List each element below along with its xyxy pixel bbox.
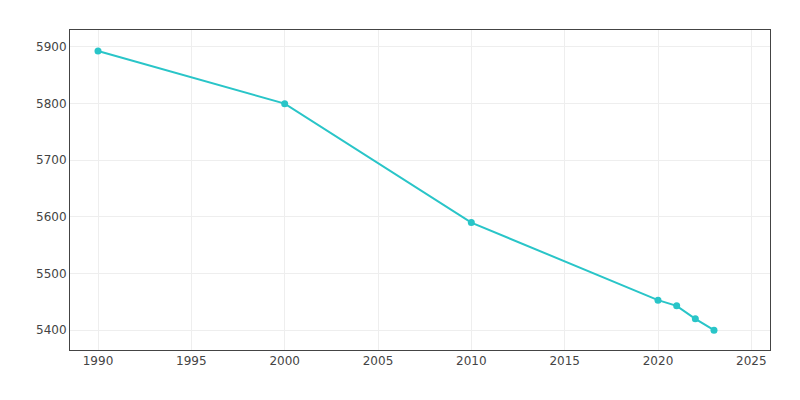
- svg-text:5900: 5900: [36, 40, 67, 54]
- svg-text:1990: 1990: [83, 354, 114, 368]
- svg-text:2000: 2000: [269, 354, 300, 368]
- svg-text:1995: 1995: [176, 354, 207, 368]
- svg-text:5400: 5400: [36, 323, 67, 337]
- svg-text:2015: 2015: [549, 354, 580, 368]
- svg-text:5700: 5700: [36, 153, 67, 167]
- svg-text:5500: 5500: [36, 267, 67, 281]
- svg-text:5800: 5800: [36, 97, 67, 111]
- svg-text:2025: 2025: [736, 354, 767, 368]
- svg-text:2005: 2005: [363, 354, 394, 368]
- svg-text:2020: 2020: [643, 354, 674, 368]
- svg-text:2010: 2010: [456, 354, 487, 368]
- svg-text:5600: 5600: [36, 210, 67, 224]
